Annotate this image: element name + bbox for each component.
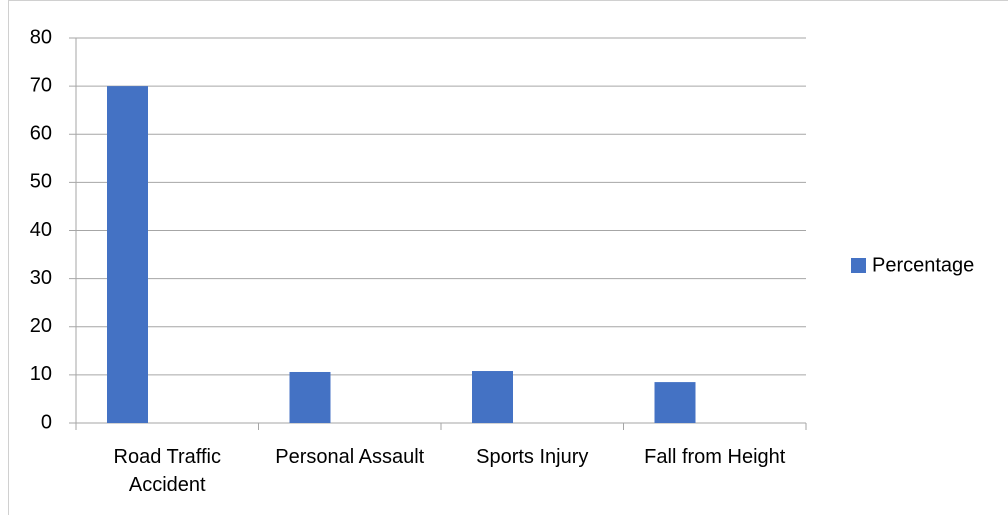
bar (289, 371, 331, 423)
x-tick-label: Sports Injury (476, 446, 589, 468)
x-tick-label: Personal Assault (275, 446, 425, 468)
bar (472, 371, 513, 423)
y-tick-label: 20 (30, 315, 52, 337)
y-tick-label: 0 (41, 411, 52, 433)
x-tick-label: Road Traffic Accident (113, 446, 221, 496)
y-tick-label: 40 (30, 219, 52, 241)
y-tick-label: 80 (30, 26, 52, 48)
y-tick-label: 10 (30, 363, 52, 385)
bar (107, 86, 148, 423)
y-tick-label: 70 (30, 74, 52, 96)
legend-label: Percentage (872, 254, 974, 276)
x-tick-label: Fall from Height (644, 446, 786, 468)
bar (654, 382, 696, 423)
y-tick-label: 60 (30, 123, 52, 145)
legend-swatch (851, 258, 866, 273)
y-tick-label: 50 (30, 171, 52, 193)
chart-frame (8, 0, 1008, 515)
y-tick-label: 30 (30, 267, 52, 289)
